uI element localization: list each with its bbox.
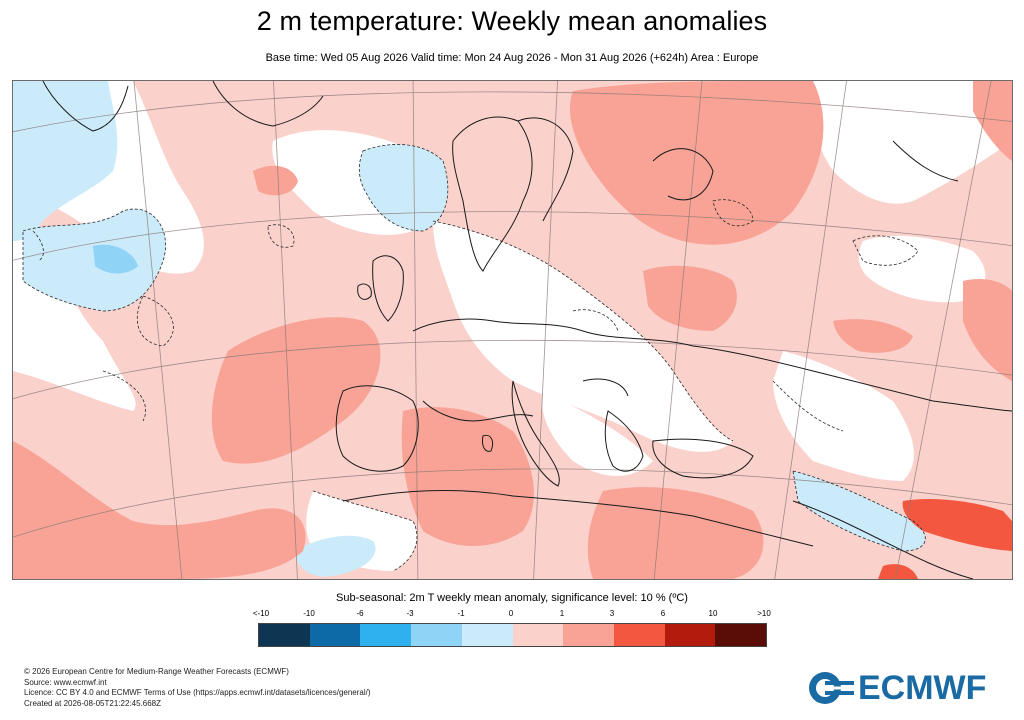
colorbar-swatch-6 [563,624,614,646]
graticule [13,81,1012,579]
significance-contour [22,144,926,572]
legend-title: Sub-seasonal: 2m T weekly mean anomaly, … [336,592,688,604]
colorbar-tick: -10 [303,609,315,618]
colorbar-tick: -1 [457,609,465,618]
footer-created: Created at 2026-08-05T21:22:45.668Z [24,698,161,708]
footer: © 2026 European Centre for Medium-Range … [24,667,371,709]
land-outline [42,81,1012,579]
colorbar-swatch-4 [461,624,513,646]
colorbar-tick: >10 [757,609,771,618]
anomaly-map [12,80,1013,580]
colorbar-ticks: <-10 -10 -6 -3 -1 0 1 3 6 10 >10 [0,609,1024,621]
ecmwf-logo: ECMWF [808,669,986,707]
colorbar [258,623,767,647]
colorbar-tick: 10 [708,609,718,618]
colorbar-tick: 6 [660,609,666,618]
map-canvas [13,81,1012,579]
colorbar-tick: -6 [356,609,364,618]
anomaly-field-neg6-neg3 [93,244,138,274]
colorbar-swatch-5 [512,624,564,646]
footer-source: Source: www.ecmwf.int [24,677,107,687]
colorbar-swatch-0 [259,624,310,646]
anomaly-field-3-6 [878,499,1012,579]
page-subtitle: Base time: Wed 05 Aug 2026 Valid time: M… [265,52,759,64]
colorbar-tick: 3 [609,609,615,618]
colorbar-tick: -3 [406,609,414,618]
colorbar-swatch-1 [309,624,361,646]
colorbar-swatch-8 [664,624,716,646]
footer-copyright: © 2026 European Centre for Medium-Range … [24,667,289,676]
colorbar-tick: 1 [559,609,565,618]
colorbar-swatch-9 [715,624,767,646]
colorbar-tick: 0 [508,609,514,618]
colorbar-swatch-3 [411,624,462,646]
colorbar-swatch-7 [613,624,665,646]
ecmwf-logo-text: ECMWF [858,669,987,707]
anomaly-field-neg3-neg1 [13,81,926,577]
ecmwf-logo-icon [809,672,854,704]
page-title: 2 m temperature: Weekly mean anomalies [256,6,768,36]
colorbar-swatch-2 [360,624,412,646]
colorbar-tick: <-10 [252,609,270,618]
footer-licence: Licence: CC BY 4.0 and ECMWF Terms of Us… [24,688,371,697]
